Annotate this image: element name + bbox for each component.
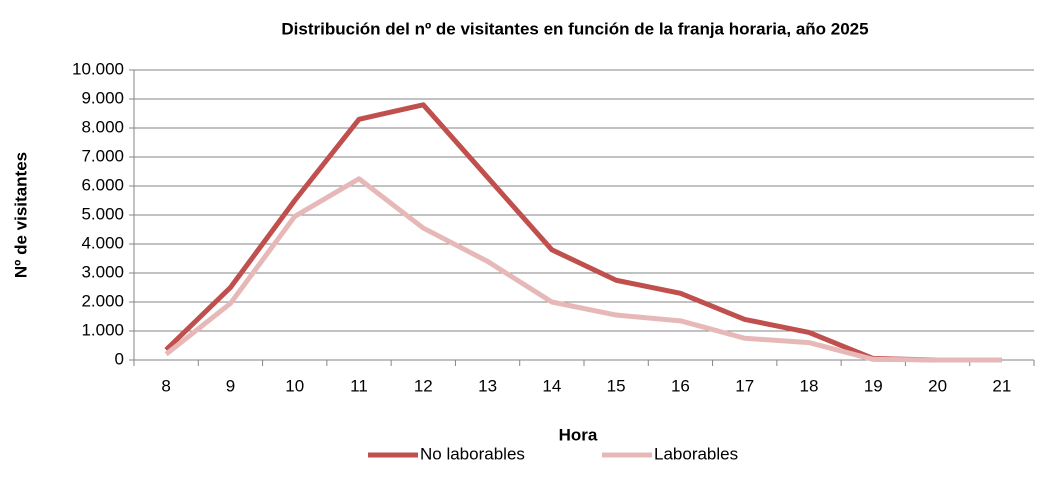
y-tick-label: 0 — [115, 349, 124, 368]
x-tick-label: 12 — [414, 376, 433, 395]
y-tick-label: 1.000 — [81, 320, 124, 339]
x-tick-label: 19 — [864, 376, 883, 395]
y-tick-label: 3.000 — [81, 262, 124, 281]
y-tick-label: 5.000 — [81, 204, 124, 223]
chart-title: Distribución del nº de visitantes en fun… — [281, 19, 868, 38]
x-tick-label: 8 — [161, 376, 170, 395]
legend-label: Laborables — [654, 444, 738, 463]
x-tick-label: 11 — [350, 376, 368, 395]
series-line — [164, 102, 1002, 363]
x-tick-label: 16 — [671, 376, 690, 395]
x-tick-label: 18 — [800, 376, 819, 395]
x-tick-label: 15 — [607, 376, 626, 395]
y-tick-label: 9.000 — [81, 88, 124, 107]
y-axis-title: Nº de visitantes — [11, 152, 30, 278]
x-tick-label: 9 — [226, 376, 235, 395]
y-tick-label: 7.000 — [81, 146, 124, 165]
y-tick-label: 8.000 — [81, 117, 124, 136]
series-line — [164, 176, 1002, 363]
y-tick-label: 4.000 — [81, 233, 124, 252]
x-tick-label: 17 — [735, 376, 754, 395]
x-tick-label: 14 — [542, 376, 561, 395]
y-tick-label: 10.000 — [72, 59, 124, 78]
y-tick-label: 6.000 — [81, 175, 124, 194]
legend-label: No laborables — [420, 444, 525, 463]
x-tick-label: 20 — [928, 376, 947, 395]
x-tick-label: 10 — [285, 376, 304, 395]
x-tick-label: 21 — [992, 376, 1011, 395]
x-tick-label: 13 — [478, 376, 497, 395]
y-tick-label: 2.000 — [81, 291, 124, 310]
x-axis-title: Hora — [559, 425, 598, 444]
